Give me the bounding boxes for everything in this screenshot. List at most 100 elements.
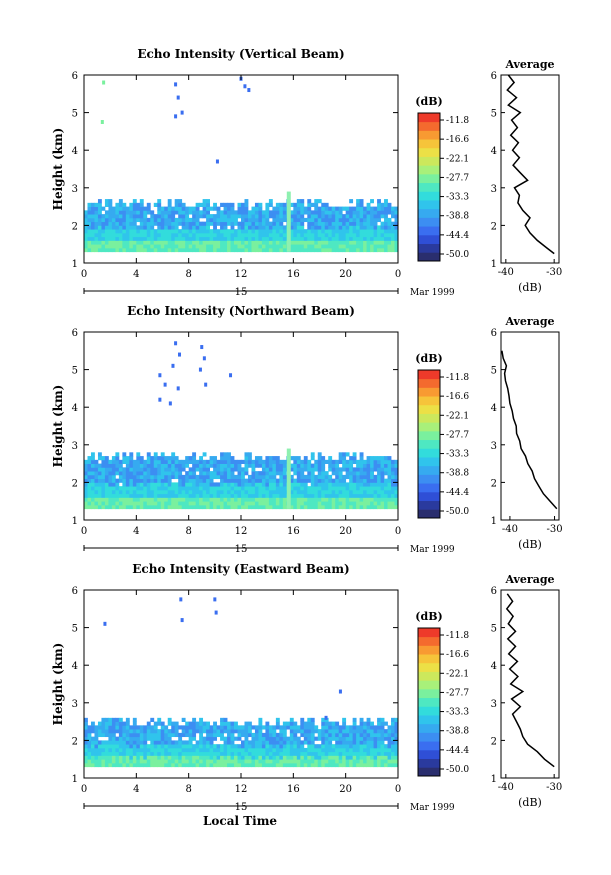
heatmap-cell [227, 229, 231, 234]
heatmap-cell [167, 478, 172, 483]
heatmap-cell [293, 210, 298, 215]
heatmap-cell [275, 759, 280, 764]
heatmap-cell [275, 725, 280, 730]
heatmap-cell [104, 744, 109, 749]
heatmap-cell [97, 486, 102, 491]
heatmap-cell [265, 736, 270, 741]
heatmap-cell [132, 467, 137, 472]
heatmap-cell [268, 471, 273, 476]
heatmap-cell [363, 471, 367, 476]
heatmap-cell [370, 747, 374, 753]
heatmap-cell [167, 232, 172, 238]
heatmap-cell [359, 463, 364, 468]
heatmap-cell [293, 214, 298, 219]
heatmap-cell [345, 471, 350, 476]
heatmap-cell [363, 740, 367, 745]
heatmap-cell [352, 206, 357, 211]
heatmap-cell [241, 755, 245, 760]
heatmap-cell [303, 751, 308, 756]
heatmap-cell [192, 497, 197, 502]
heatmap-cell [216, 751, 221, 756]
heatmap-cell [188, 474, 193, 480]
heatmap-cell [213, 459, 217, 464]
heatmap-cell [150, 247, 155, 253]
heatmap-cell [310, 759, 315, 764]
heatmap-cell [188, 486, 193, 491]
heatmap-cell [373, 755, 378, 760]
heatmap-cell [317, 747, 322, 753]
average-title: Average [504, 58, 554, 71]
heatmap-cell [115, 493, 120, 498]
heatmap-cell [321, 729, 326, 734]
heatmap-cell [209, 236, 214, 241]
heatmap-cell [171, 474, 176, 480]
heatmap-cell [296, 744, 301, 749]
heatmap-cell [185, 240, 190, 245]
heatmap-cell [181, 747, 186, 753]
heatmap-cell [279, 751, 284, 756]
heatmap-cell [230, 225, 235, 230]
heatmap-cell [251, 247, 256, 253]
heatmap-cell [387, 247, 392, 253]
heatmap-cell [108, 747, 113, 753]
y-tick-label: 5 [491, 366, 497, 377]
heatmap-cell [293, 456, 298, 461]
heatmap-cell [150, 244, 155, 249]
heatmap-cell [265, 217, 270, 223]
heatmap-cell [157, 751, 162, 756]
heatmap-cell [310, 747, 315, 753]
heatmap-cell [108, 762, 113, 768]
heatmap-cell [366, 206, 371, 211]
heatmap-cell [324, 236, 329, 241]
heatmap-cell [157, 717, 162, 722]
heatmap-cell [230, 214, 235, 219]
heatmap-cell [345, 729, 350, 734]
heatmap-cell [258, 721, 263, 726]
sparse-echo-point [176, 95, 180, 100]
heatmap-cell [268, 244, 273, 249]
heatmap-cell [275, 504, 280, 510]
heatmap-cell [310, 504, 315, 510]
heatmap-cell [185, 497, 190, 502]
heatmap-cell [216, 489, 221, 495]
heatmap-cell [206, 471, 210, 476]
heatmap-cell [90, 247, 95, 253]
colorbar-swatch [418, 680, 440, 690]
heatmap-cell [164, 456, 169, 461]
heatmap-cell [192, 229, 197, 234]
heatmap-cell [384, 482, 388, 487]
heatmap-cell [258, 489, 263, 495]
heatmap-cell [115, 459, 120, 464]
heatmap-cell [118, 467, 123, 472]
heatmap-cell [356, 744, 361, 749]
heatmap-cell [394, 493, 399, 498]
heatmap-cell [174, 744, 179, 749]
heatmap-cell [321, 717, 326, 722]
heatmap-cell [160, 725, 165, 730]
heatmap-cell [125, 489, 130, 495]
heatmap-cell [157, 459, 162, 464]
heatmap-cell [310, 751, 315, 756]
heatmap-cell [153, 471, 158, 476]
heatmap-cell [192, 247, 197, 253]
heatmap-cell [206, 478, 210, 483]
heatmap-cell [251, 493, 256, 498]
heatmap-cell [87, 217, 92, 223]
heatmap-cell [241, 225, 245, 230]
heatmap-cell [268, 456, 273, 461]
heatmap-cell [268, 478, 273, 483]
heatmap-cell [146, 729, 151, 734]
heatmap-cell [265, 210, 270, 215]
heatmap-cell [125, 225, 130, 230]
heatmap-cell [370, 244, 374, 249]
heatmap-cell [206, 229, 210, 234]
heatmap-cell [220, 236, 224, 241]
heatmap-cell [349, 456, 354, 461]
heatmap-cell [213, 747, 217, 753]
heatmap-cell [258, 732, 263, 738]
heatmap-cell [373, 459, 378, 464]
heatmap-cell [380, 221, 385, 226]
heatmap-cell [363, 221, 367, 226]
heatmap-cell [296, 759, 301, 764]
heatmap-cell [261, 244, 266, 249]
